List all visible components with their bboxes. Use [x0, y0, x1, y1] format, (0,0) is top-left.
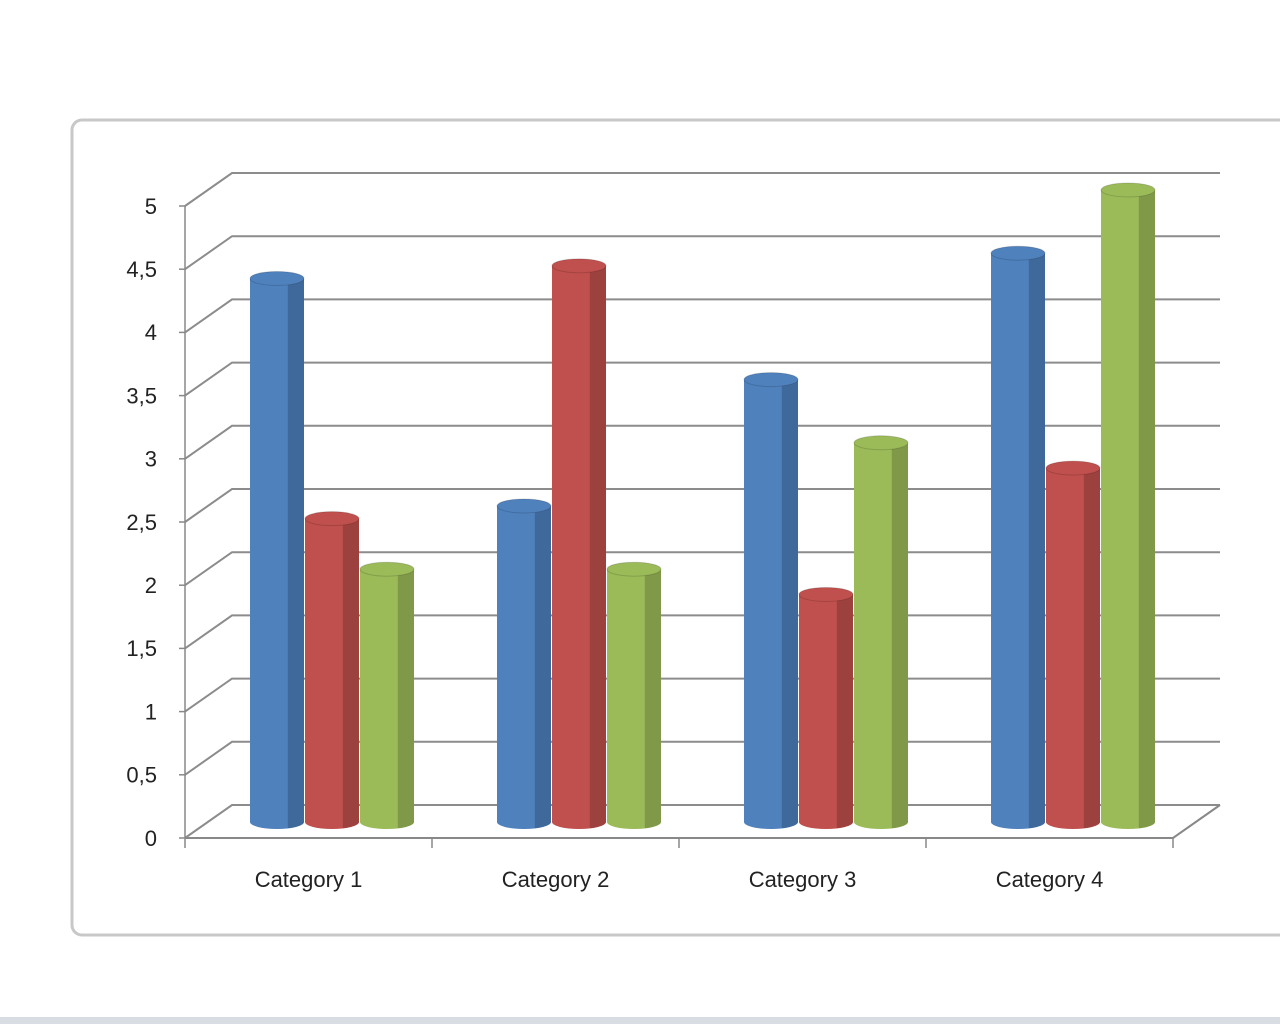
bar-top: [496, 498, 552, 514]
bar-shade: [1138, 190, 1155, 829]
bar-shade: [1083, 468, 1100, 829]
bar-top: [853, 435, 909, 451]
y-tick-label: 2: [145, 573, 157, 598]
grid-line: [184, 424, 1220, 460]
bar: [1046, 468, 1100, 829]
bar-shade: [644, 569, 661, 829]
bar-shade: [589, 265, 606, 829]
bar-shade: [781, 379, 798, 829]
bar-shade: [287, 278, 304, 829]
bar-shade: [397, 569, 414, 829]
bar: [497, 506, 551, 829]
x-tick-label: Category 4: [996, 867, 1104, 892]
bar-top: [551, 258, 607, 274]
y-tick-label: 0: [145, 826, 157, 851]
bar-top: [798, 586, 854, 602]
bar-top: [1100, 182, 1156, 198]
y-tick-label: 3: [145, 447, 157, 472]
status-bar: [0, 1017, 1280, 1024]
bar-shade: [342, 518, 359, 829]
bar-shade: [1028, 253, 1045, 829]
y-tick-label: 1: [145, 699, 157, 724]
bar: [991, 253, 1045, 829]
grid-line: [184, 361, 1220, 397]
x-tick-label: Category 3: [749, 867, 857, 892]
bar: [552, 265, 606, 830]
bar: [250, 278, 304, 830]
grid-line: [184, 235, 1220, 271]
bar-shade: [891, 442, 908, 829]
bar-top: [606, 561, 662, 577]
x-tick-label: Category 2: [502, 867, 610, 892]
grid-line: [184, 298, 1220, 334]
bar-top: [249, 270, 305, 286]
bar: [305, 518, 359, 829]
bar: [360, 569, 414, 829]
bar-top: [1045, 460, 1101, 476]
bar-top: [359, 561, 415, 577]
bar: [744, 379, 798, 829]
bar: [1101, 190, 1155, 829]
y-tick-label: 3,5: [126, 383, 157, 408]
bar: [854, 442, 908, 829]
bar-shade: [534, 506, 551, 829]
bar: [607, 569, 661, 829]
bar-top: [304, 511, 360, 527]
y-tick-label: 4: [145, 320, 157, 345]
bar-top: [990, 245, 1046, 261]
bar: [799, 594, 853, 829]
x-tick-label: Category 1: [255, 867, 363, 892]
grid-line: [184, 172, 1220, 207]
bar-top: [743, 372, 799, 388]
y-tick-label: 1,5: [126, 636, 157, 661]
y-tick-label: 4,5: [126, 257, 157, 282]
y-tick-label: 0,5: [126, 763, 157, 788]
y-tick-label: 2,5: [126, 510, 157, 535]
y-tick-label: 5: [145, 194, 157, 219]
bar-shade: [836, 594, 853, 829]
